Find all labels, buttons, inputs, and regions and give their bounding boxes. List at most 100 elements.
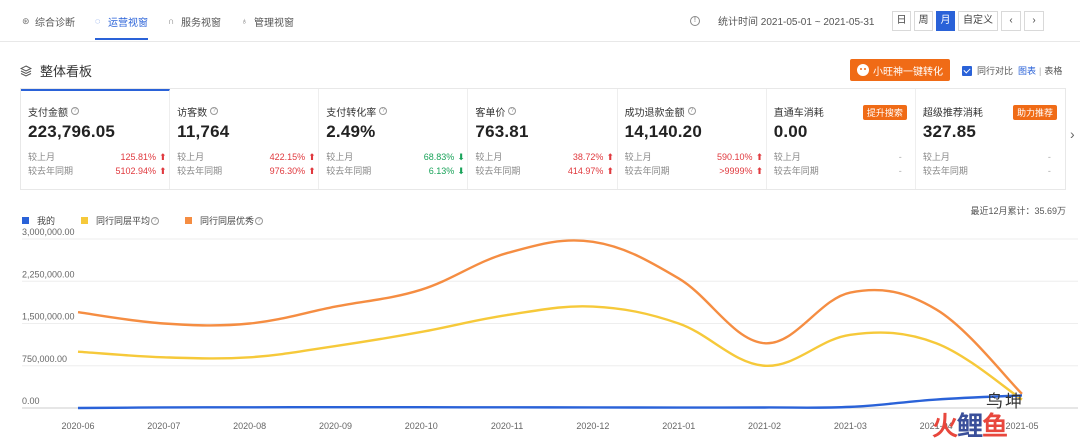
metric-label: 支付金额?	[28, 105, 169, 119]
trend-arrow-icon: ⬆	[159, 152, 167, 162]
mom-row: 较上月 422.15% ⬆	[177, 152, 318, 162]
compare-toggle: 同行对比 图表 | 表格	[962, 64, 1062, 77]
view-chart-link[interactable]: 图表	[1018, 66, 1037, 76]
one-click-convert-button[interactable]: 小旺神一键转化	[850, 59, 950, 81]
legend-label: 我的	[37, 216, 56, 226]
trend-arrow-icon: ⬆	[755, 166, 764, 176]
top-navigation-bar: ⊛ 综合诊断 ◌ 运营视窗 ∩ 服务视窗 ♁ 管理视窗 ! 统计时间 2021-05-01 ~…	[0, 0, 1080, 42]
view-table-link[interactable]: 表格	[1044, 66, 1063, 76]
range-button-0[interactable]: 日	[892, 11, 911, 31]
mom-value: 68.83%	[423, 152, 455, 162]
legend-swatch	[22, 217, 29, 224]
legend-item-2[interactable]: 同行同层优秀?	[185, 214, 264, 227]
trend-chart: 0.00 750,000.00 1,500,000.00 2,250,000.00 3,…	[22, 227, 1078, 431]
yoy-label: 较去年同期	[773, 166, 819, 176]
metric-label-text: 支付转化率	[326, 107, 377, 119]
metric-card-6[interactable]: 超级推荐消耗 助力推荐 327.85 较上月 - 较去年同期 -	[916, 89, 1065, 189]
metric-card-5[interactable]: 直通车消耗 提升搜索 0.00 较上月 - 较去年同期 -	[767, 89, 916, 189]
x-tick-label: 2020-12	[576, 421, 609, 431]
metric-value: 223,796.05	[28, 122, 116, 141]
trend-arrow-icon: ⬆	[308, 152, 316, 162]
yoy-label: 较去年同期	[475, 166, 521, 176]
yoy-row: 较去年同期 5102.94% ⬆	[28, 166, 169, 176]
next-period-button[interactable]: ›	[1024, 11, 1044, 31]
nav-tab-1[interactable]: ◌ 运营视窗	[95, 0, 148, 42]
series-line-2[interactable]	[77, 239, 1023, 395]
legend-label: 同行同层平均	[96, 216, 151, 226]
metrics-next-arrow[interactable]: ›	[1070, 126, 1075, 142]
series-line-1[interactable]	[77, 305, 1023, 401]
mom-row: 较上月 125.81% ⬆	[28, 152, 169, 162]
metric-card-0[interactable]: 支付金额? 223,796.05 较上月 125.81% ⬆ 较去年同期 5102.94% ⬆	[21, 89, 171, 189]
help-icon[interactable]: ?	[210, 107, 219, 115]
nav-tab-3[interactable]: ♁ 管理视窗	[241, 0, 294, 42]
mom-value: 38.72%	[572, 152, 604, 162]
metric-card-4[interactable]: 成功退款金额? 14,140.20 较上月 590.10% ⬆ 较去年同期 >9999% ⬆	[618, 89, 767, 189]
mom-row: 较上月 68.83% ⬇	[326, 152, 467, 162]
help-icon[interactable]: ?	[71, 107, 79, 115]
stat-period-text: 统计时间 2021-05-01 ~ 2021-05-31	[718, 17, 875, 28]
metric-card-1[interactable]: 访客数? 11,764 较上月 422.15% ⬆ 较去年同期 976.30% ⬆	[170, 89, 320, 189]
metric-label: 访客数?	[177, 105, 318, 119]
yoy-row: 较去年同期 -	[923, 166, 1065, 176]
metric-label-text: 访客数	[177, 107, 208, 119]
help-icon[interactable]: ?	[255, 216, 264, 225]
nav-tab-0[interactable]: ⊛ 综合诊断	[22, 0, 75, 42]
y-tick-label: 2,250,000.00	[22, 269, 75, 279]
prev-period-button[interactable]: ‹	[1001, 11, 1021, 31]
metric-tag-button[interactable]: 提升搜索	[862, 105, 907, 120]
metric-card-3[interactable]: 客单价? 763.81 较上月 38.72% ⬆ 较去年同期 414.97% ⬆	[468, 89, 618, 189]
legend-item-0[interactable]: 我的	[22, 214, 55, 227]
nav-tabs: ⊛ 综合诊断 ◌ 运营视窗 ∩ 服务视窗 ♁ 管理视窗	[22, 0, 314, 42]
x-tick-label: 2021-03	[834, 421, 867, 431]
metrics-panel: 支付金额? 223,796.05 较上月 125.81% ⬆ 较去年同期 5102.94% ⬆…	[20, 88, 1066, 190]
series-line-0[interactable]	[77, 394, 1023, 410]
yoy-label: 较去年同期	[28, 166, 74, 176]
trend-arrow-icon	[1054, 166, 1064, 176]
help-icon[interactable]: ?	[687, 107, 696, 115]
medal-icon: ♁	[241, 15, 248, 26]
mascot-icon	[857, 64, 869, 76]
x-tick-label: 2020-06	[61, 421, 94, 431]
range-button-2[interactable]: 月	[936, 11, 955, 31]
mom-label: 较上月	[177, 152, 205, 162]
x-tick-label: 2020-08	[233, 421, 266, 431]
metric-card-2[interactable]: 支付转化率? 2.49% 较上月 68.83% ⬇ 较去年同期 6.13% ⬇	[319, 89, 469, 189]
help-icon[interactable]: ?	[151, 216, 160, 225]
section-header: 整体看板 小旺神一键转化 同行对比 图表 | 表格	[0, 55, 1080, 85]
metric-label: 直通车消耗	[774, 105, 915, 119]
yoy-row: 较去年同期 414.97% ⬆	[475, 166, 616, 176]
mom-row: 较上月 38.72% ⬆	[475, 152, 616, 162]
diagnosis-icon: ⊛	[22, 15, 30, 26]
yoy-row: 较去年同期 -	[774, 166, 915, 176]
watermark-logo-char: 鲤	[957, 411, 983, 441]
watermark-logo: 火鲤鱼	[932, 406, 1008, 443]
nav-tab-label: 管理视窗	[254, 17, 294, 29]
legend-item-1[interactable]: 同行同层平均?	[81, 214, 160, 227]
help-icon[interactable]: ?	[508, 107, 517, 115]
y-tick-label: 3,000,000.00	[22, 227, 75, 237]
compare-checkbox[interactable]	[962, 65, 972, 76]
mom-value: -	[1047, 152, 1051, 162]
mom-label: 较上月	[475, 152, 503, 162]
metric-label: 支付转化率?	[326, 105, 467, 119]
y-tick-label: 0.00	[22, 396, 40, 406]
metric-label: 超级推荐消耗	[922, 105, 1065, 119]
yoy-value: 976.30%	[269, 166, 306, 176]
x-tick-label: 2021-01	[662, 421, 695, 431]
metric-label-text: 超级推荐消耗	[922, 107, 983, 119]
range-button-1[interactable]: 周	[914, 11, 933, 31]
yoy-row: 较去年同期 6.13% ⬇	[326, 166, 467, 176]
nav-tab-label: 运营视窗	[108, 17, 148, 29]
metric-tag-button[interactable]: 助力推荐	[1012, 105, 1057, 120]
mom-row: 较上月 -	[923, 152, 1065, 162]
info-icon[interactable]: !	[690, 15, 700, 26]
metric-label-text: 客单价	[475, 107, 506, 119]
help-icon[interactable]: ?	[379, 107, 388, 115]
custom-range-button[interactable]: 自定义	[958, 11, 998, 31]
trend-arrow-icon: ⬆	[606, 152, 614, 162]
nav-tab-2[interactable]: ∩ 服务视窗	[168, 0, 221, 42]
trend-arrow-icon	[1054, 152, 1064, 162]
mom-label: 较上月	[624, 152, 652, 162]
compare-label[interactable]: 同行对比	[977, 66, 1014, 76]
